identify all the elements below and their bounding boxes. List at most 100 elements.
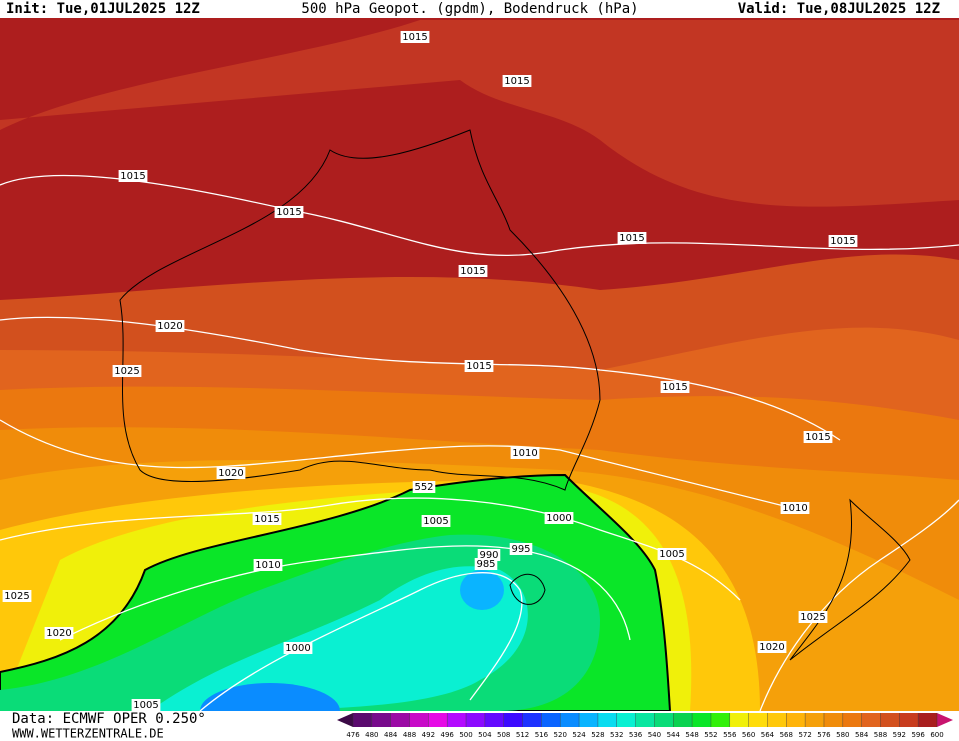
label-box [2,590,32,602]
isobar-line [759,499,959,712]
colorbar-label: 564 [761,731,775,739]
isobar-label: 1015 [460,266,485,277]
colorbar-label: 600 [930,731,943,739]
isobar-label: 1020 [46,628,71,639]
band [0,20,959,207]
colorbar-label: 528 [591,731,604,739]
colorbar-label: 504 [478,731,492,739]
colorbar-label: 488 [403,731,416,739]
isobar-label: 1015 [254,514,279,525]
band [150,566,528,711]
isobar-line [0,316,841,441]
label-box [155,320,185,332]
isobar-label: 1005 [423,516,448,527]
isobar-label: 1015 [504,76,529,87]
colorbar-label: 484 [384,731,398,739]
label-box [118,170,148,182]
label-box [509,543,533,555]
label-box [421,515,451,527]
isobar-label: 1005 [659,549,684,560]
colorbar-label: 536 [629,731,643,739]
isobar-label: 995 [511,544,530,555]
colorbar-label: 580 [836,731,849,739]
colorbar-swatch [692,713,711,727]
colorbar-swatch [748,713,768,727]
coastline [509,573,546,605]
site: WWW.WETTERZENTRALE.DE [12,727,164,741]
isobar-label: 1000 [546,513,571,524]
label-box [283,642,313,654]
label-box [617,232,647,244]
isobar-label: 985 [476,559,495,570]
label-box [412,481,436,493]
coastline [789,498,911,661]
isobar-label: 1015 [276,207,301,218]
colorbar-swatch [466,713,485,727]
isobar-label: 1010 [255,560,280,571]
colorbar-swatch [447,713,467,727]
header-bar [0,0,959,18]
colorbar-label: 560 [742,731,755,739]
isobar-label: 1005 [133,700,158,711]
colorbar-swatch [729,713,749,727]
label-box [216,467,246,479]
colorbar-label: 516 [535,731,549,739]
colorbar-swatch [880,713,900,727]
colorbar-swatch [390,713,410,727]
isobar-label: 1025 [114,366,139,377]
label-box [464,360,494,372]
label-box [544,512,574,524]
colorbar-swatch [899,713,919,727]
map [0,18,959,739]
colorbar-arrow [937,713,953,727]
init-time: Init: Tue,01JUL2025 12Z [6,1,200,17]
label-box [510,447,540,459]
label-box [660,381,690,393]
label-box [131,699,161,711]
isobar-label: 1015 [830,236,855,247]
colorbar-label: 496 [441,731,455,739]
colorbar-label: 512 [516,731,529,739]
colorbar-swatch [484,713,504,727]
isobar-label: 1015 [402,32,427,43]
colorbar-swatch [654,713,674,727]
colorbar-swatch [673,713,693,727]
colorbar-swatch [616,713,636,727]
isobar-label: 1015 [805,432,830,443]
colorbar-swatch [710,713,730,727]
colorbar-label: 548 [685,731,698,739]
colorbar-label: 508 [497,731,510,739]
colorbar-swatch [541,713,561,727]
isobar-label: 990 [479,550,498,561]
label-box [44,627,74,639]
colorbar-label: 540 [648,731,661,739]
colorbar-swatch [409,713,429,727]
label-box [253,559,283,571]
colorbar-label: 588 [874,731,887,739]
colorbar-label: 576 [817,731,831,739]
colorbar-swatch [861,713,881,727]
colorbar-label: 492 [422,731,435,739]
label-box [274,206,304,218]
colorbar-label: 544 [667,731,681,739]
isobar-label: 1015 [662,382,687,393]
colorbar-label: 532 [610,731,623,739]
colorbar-swatch [805,713,824,727]
label-box [757,641,787,653]
isobar-line [59,545,631,641]
label-box [803,431,833,443]
label-box [798,611,828,623]
data-source: Data: ECMWF OPER 0.250° [12,711,206,727]
colorbar: 476 480 484 488 492 496 500 504 508 512 516 520 524 5… [337,713,953,739]
colorbar-swatch [786,713,806,727]
isobar-label: 1015 [466,361,491,372]
colorbar-label: 520 [554,731,567,739]
label-box [252,513,282,525]
label-box [780,502,810,514]
map-title: 500 hPa Geopot. (gpdm), Bodendruck (hPa) [301,1,638,17]
colorbar-swatch [522,713,542,727]
isobar-label: 1020 [759,642,784,653]
colorbar-label: 552 [704,731,717,739]
isobar-label: 1010 [782,503,807,514]
